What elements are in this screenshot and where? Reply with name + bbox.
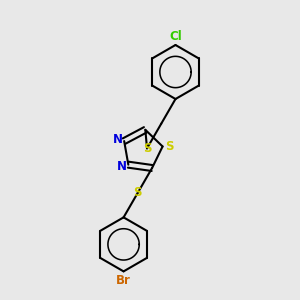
Text: S: S	[165, 140, 173, 153]
Text: Br: Br	[116, 274, 131, 287]
Text: Cl: Cl	[169, 30, 182, 43]
Text: N: N	[117, 160, 127, 173]
Text: S: S	[143, 142, 151, 155]
Text: S: S	[134, 186, 142, 199]
Text: N: N	[113, 133, 123, 146]
